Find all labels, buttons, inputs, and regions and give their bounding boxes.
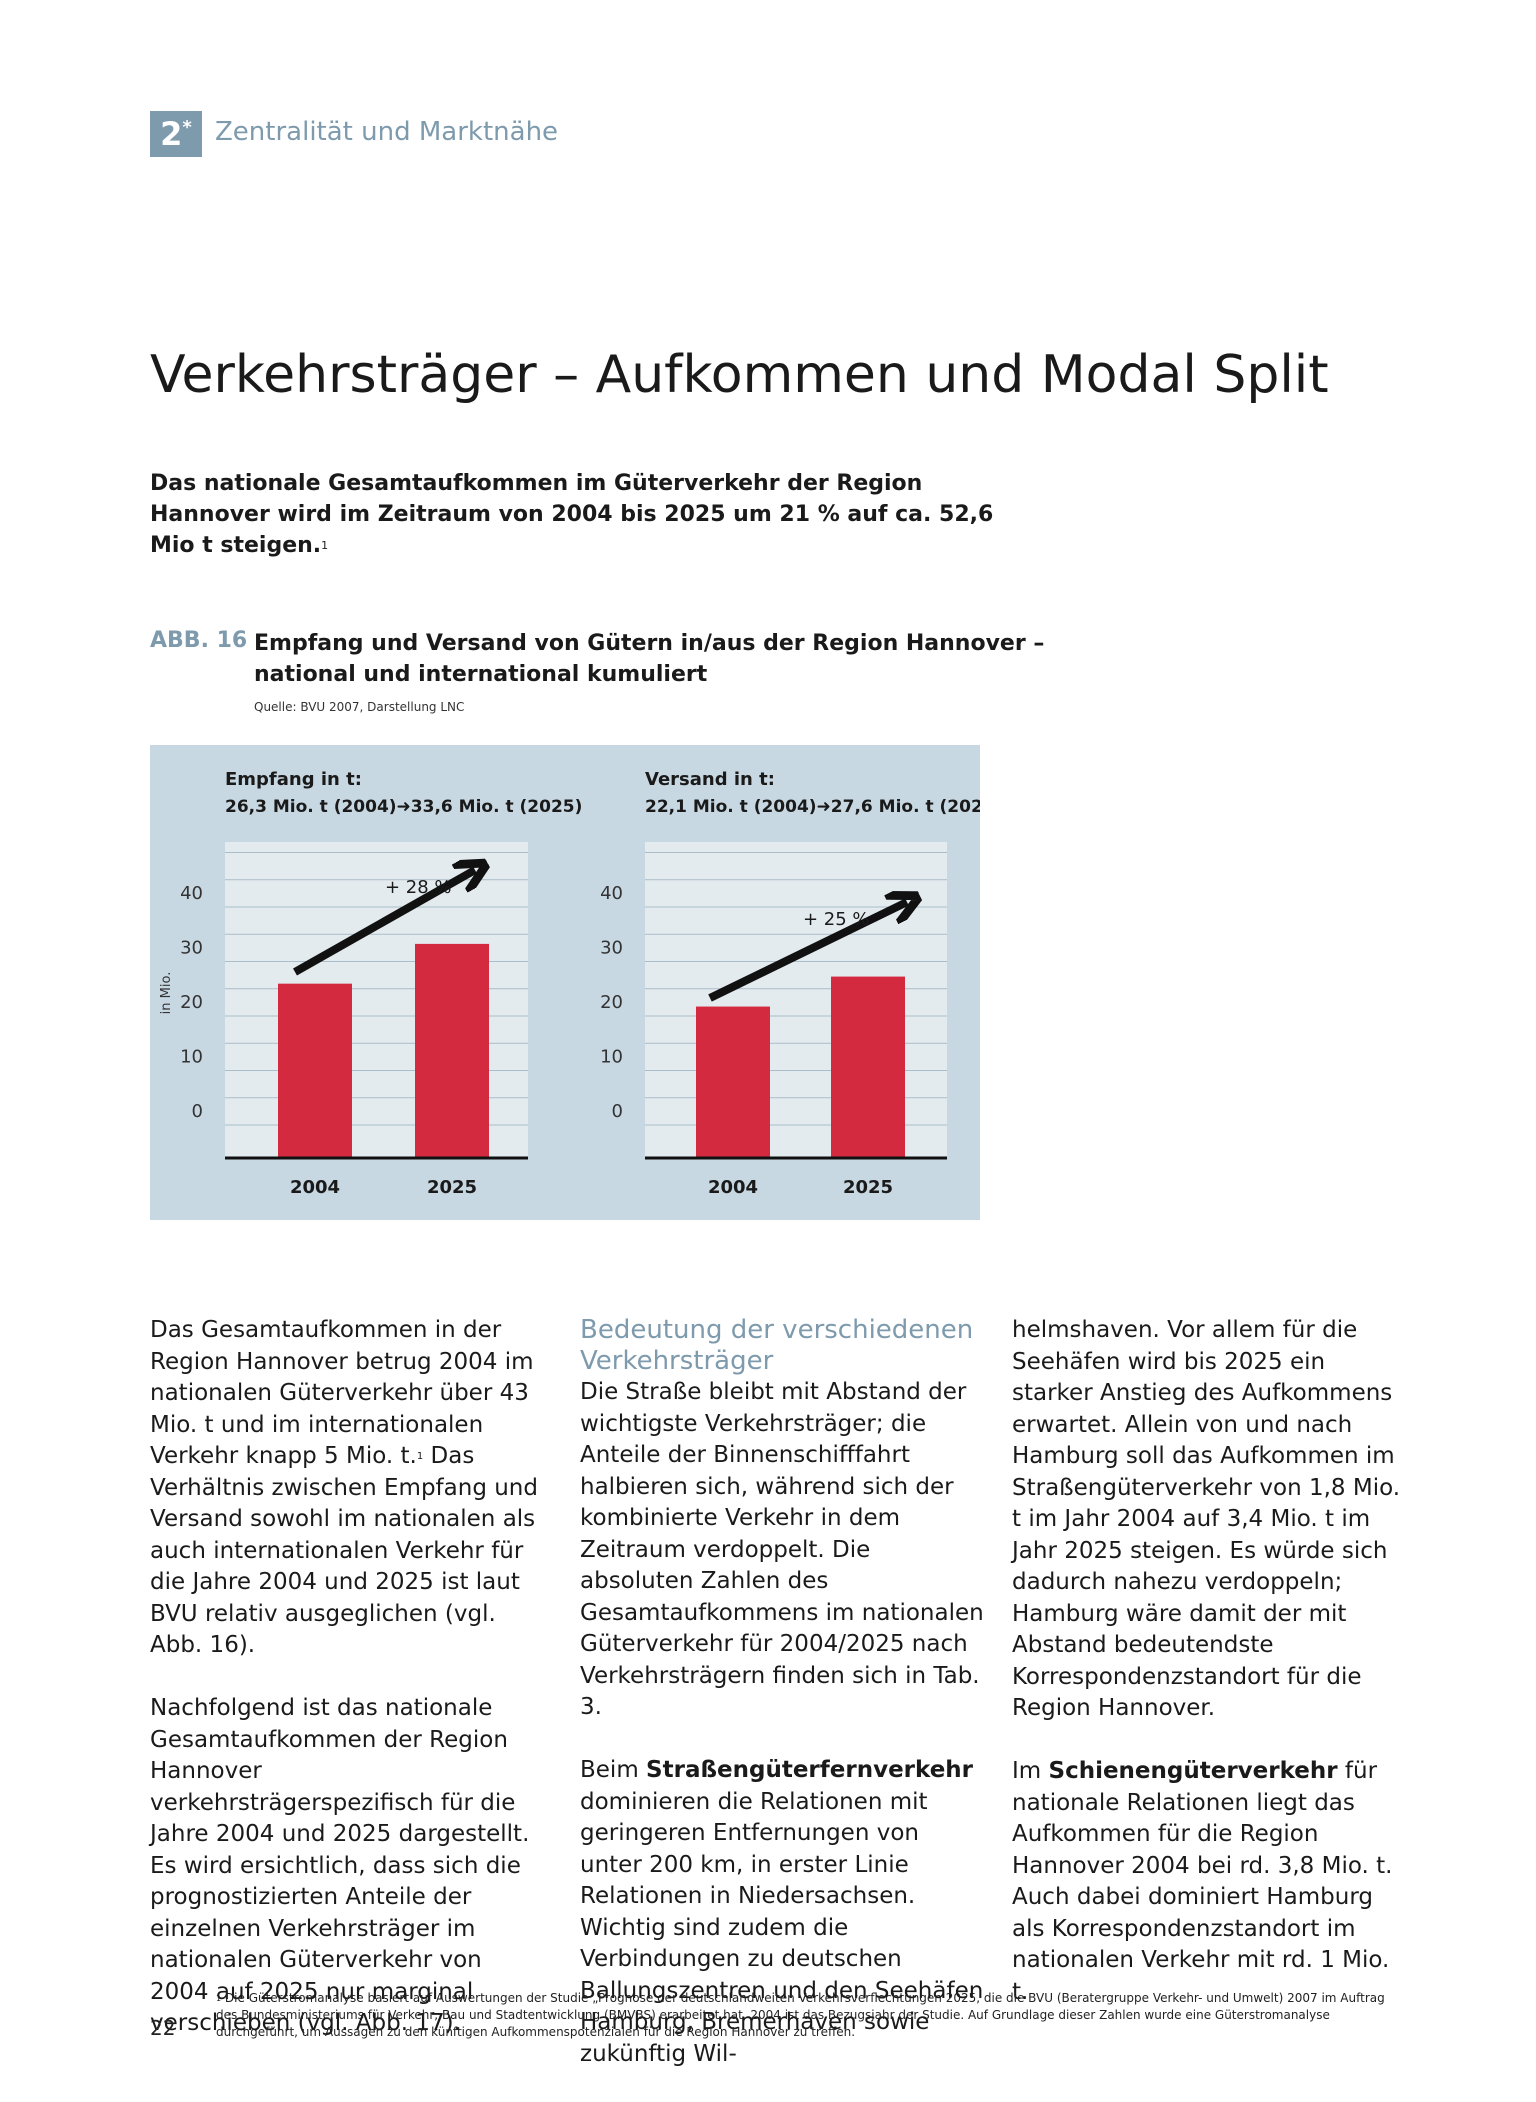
footnote-ref: 1	[216, 1994, 222, 2003]
col3-p2-bold: Schienengüterverkehr	[1048, 1758, 1338, 1784]
chapter-number: 2	[160, 115, 183, 153]
chart2-ytick-label: 20	[600, 992, 623, 1013]
chart1-growth-annotation: + 28 %	[385, 877, 452, 898]
chart2-subtitle: 22,1 Mio. t (2004)➜27,6 Mio. t (2025)	[645, 797, 980, 817]
col1-paragraph-1: Das Gesamtaufkommen in der Region Hannov…	[150, 1315, 542, 1662]
col3-paragraph-1: helmshaven. Vor allem für die Seehäfen w…	[1012, 1317, 1401, 1721]
lead-footnote-ref: 1	[321, 539, 329, 552]
col1-p1-text-a: Das Gesamtaufkommen in der Region Hannov…	[150, 1317, 534, 1469]
chart2-growth-annotation: + 25 %	[803, 909, 870, 930]
col3-p2-pre: Im	[1012, 1758, 1049, 1784]
section-heading: Bedeutung der verschiedenen Verkehrsträg…	[580, 1315, 974, 1376]
col2-p2-pre: Beim	[580, 1757, 647, 1783]
chart2-bar-2025	[831, 976, 905, 1158]
chart1-bar-2025	[415, 943, 489, 1158]
chart1-bar-2004	[278, 983, 352, 1158]
footnote-text: Die Güterstromanalyse basiert auf Auswer…	[216, 1991, 1385, 2039]
chart1-subtitle: 26,3 Mio. t (2004)➜33,6 Mio. t (2025)	[225, 797, 582, 817]
chapter-number-badge: 2*	[150, 111, 202, 157]
text-column-3: helmshaven. Vor allem für die Seehäfen w…	[1012, 1315, 1412, 2040]
chart1-ytick-label: 0	[192, 1101, 203, 1122]
col2-paragraph-2: Beim Straßengüterfernverkehr dominieren …	[580, 1755, 985, 2070]
chart2-ytick-label: 0	[612, 1101, 623, 1122]
chart1-ytick-label: 40	[180, 883, 203, 904]
col3-p2-post: für nationale Relationen liegt das Aufko…	[1012, 1758, 1393, 2005]
col2-paragraph-1: Die Straße bleibt mit Abstand der wichti…	[580, 1379, 984, 1720]
col3-paragraph-2: Im Schienengüterverkehr für nationale Re…	[1012, 1756, 1412, 2008]
chart1-ylabel: in Mio.	[159, 972, 174, 1015]
text-column-1: Das Gesamtaufkommen in der Region Hannov…	[150, 1315, 542, 2071]
chart2-xtick-label: 2025	[843, 1177, 893, 1198]
figure-title: Empfang und Versand von Gütern in/aus de…	[254, 631, 1045, 687]
chart1-growth-arrow	[293, 870, 475, 976]
chart2-title: Versand in t:	[645, 769, 775, 790]
lead-paragraph: Das nationale Gesamtaufkommen im Güterve…	[150, 468, 1000, 561]
chart1-ytick-label: 20	[180, 992, 203, 1013]
chart2-ytick-label: 40	[600, 883, 623, 904]
page-title: Verkehrsträger – Aufkommen und Modal Spl…	[150, 345, 1329, 405]
chart2-bar-2004	[696, 1006, 770, 1158]
chapter-mark: *	[182, 117, 192, 138]
lead-text: Das nationale Gesamtaufkommen im Güterve…	[150, 471, 994, 558]
col2-p2-post: dominieren die Relationen mit geringeren…	[580, 1788, 984, 2067]
figure-number: ABB. 16	[150, 628, 248, 653]
chart1-ytick-label: 30	[180, 938, 203, 959]
chart2-ytick-label: 10	[600, 1047, 623, 1068]
col1-paragraph-2: Nachfolgend ist das nationale Gesamtaufk…	[150, 1695, 530, 2036]
chart2-ytick-label: 30	[600, 938, 623, 959]
text-column-2: Bedeutung der verschiedenen Verkehrsträg…	[580, 1315, 985, 2102]
page-number: 22	[150, 2016, 176, 2040]
col2-p2-bold: Straßengüterfernverkehr	[646, 1757, 974, 1783]
figure-source: Quelle: BVU 2007, Darstellung LNC	[254, 700, 465, 714]
chart2-growth-arrow	[708, 902, 907, 1002]
footnote: 1 Die Güterstromanalyse basiert auf Ausw…	[216, 1990, 1396, 2041]
chart1-ytick-label: 10	[180, 1047, 203, 1068]
chart2-xtick-label: 2004	[708, 1177, 758, 1198]
col1-footnote-ref: 1	[416, 1451, 424, 1462]
col1-p1-text-b: Das Verhältnis zwischen Empfang und Vers…	[150, 1443, 538, 1658]
chapter-title: Zentralität und Marktnähe	[215, 117, 559, 147]
chart1-title: Empfang in t:	[225, 769, 362, 790]
chart1-xtick-label: 2025	[427, 1177, 477, 1198]
chart-figure: Empfang in t: 26,3 Mio. t (2004)➜33,6 Mio…	[159, 769, 980, 1198]
chart1-xtick-label: 2004	[290, 1177, 340, 1198]
